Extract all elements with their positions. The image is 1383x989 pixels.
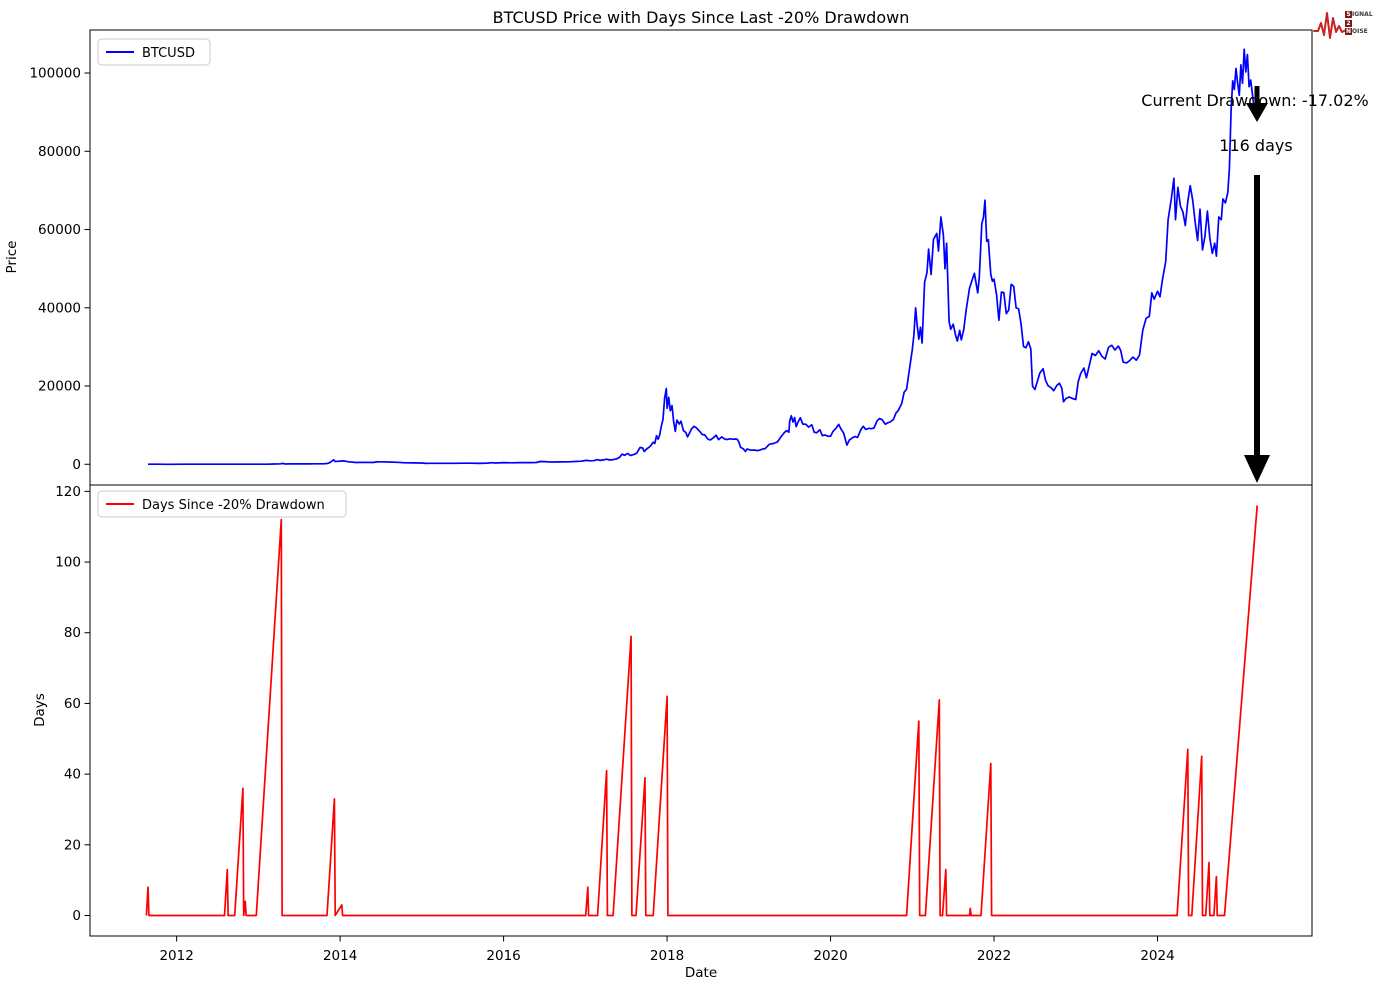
days-y-tick-label: 0 (72, 908, 81, 924)
price-line (148, 48, 1257, 466)
s2n-logo: S IGNAL 2 N OISE (1313, 3, 1379, 43)
x-tick-label: 2024 (1140, 948, 1174, 964)
top-legend-box (97, 38, 211, 66)
days-y-tick-label: 40 (64, 767, 81, 783)
days-y-tick-label: 120 (55, 484, 81, 500)
bottom-axes-spines (89, 484, 1313, 937)
chart-title: BTCUSD Price with Days Since Last -20% D… (493, 8, 910, 27)
top-legend-label: BTCUSD (142, 46, 195, 61)
small-arrow-shaft (1254, 86, 1260, 103)
bottom-legend-label: Days Since -20% Drawdown (142, 498, 325, 513)
long-arrow-shaft (1254, 175, 1260, 455)
top-axes-spines (89, 29, 1313, 486)
logo-text: S IGNAL 2 N OISE (1345, 11, 1373, 36)
bottom-legend: Days Since -20% Drawdown (97, 490, 347, 518)
logo-row-signal: S IGNAL (1345, 11, 1373, 19)
x-tick-label: 2012 (159, 948, 193, 964)
price-y-tick-label: 20000 (38, 379, 81, 395)
axes-layer: 0 20000 40000 60000 80000 100000 0 20 40 60 80 100 1… (29, 29, 1313, 964)
x-axis-label: Date (685, 965, 717, 981)
long-arrowhead-down-icon (1244, 455, 1270, 483)
logo-letter-s: S (1345, 11, 1352, 18)
logo-signal-rest: IGNAL (1352, 10, 1373, 18)
price-y-tick-label: 100000 (29, 66, 81, 82)
days-y-tick-label: 20 (64, 837, 81, 853)
price-y-tick-label: 60000 (38, 222, 81, 238)
x-tick-label: 2018 (650, 948, 684, 964)
price-y-tick-label: 80000 (38, 144, 81, 160)
logo-letter-n: N (1345, 28, 1352, 35)
waveform-icon (1313, 12, 1347, 39)
days-line (145, 505, 1259, 917)
logo-letter-2: 2 (1345, 19, 1352, 27)
x-tick-label: 2022 (977, 948, 1011, 964)
current-price-arrow (1246, 86, 1268, 122)
days-y-axis-label: Days (32, 693, 48, 727)
top-legend: BTCUSD (97, 38, 211, 66)
days-y-tick-label: 100 (55, 555, 81, 571)
x-tick-label: 2016 (486, 948, 520, 964)
current-drawdown-annotation: Current Drawdown: -17.02% (1141, 91, 1368, 110)
days-y-tick-label: 60 (64, 696, 81, 712)
price-y-tick-label: 0 (72, 457, 81, 473)
logo-row-2: 2 (1345, 19, 1373, 27)
logo-row-noise: N OISE (1345, 28, 1373, 36)
price-y-axis-label: Price (4, 241, 20, 274)
bottom-legend-box (97, 490, 347, 518)
days-span-arrow (1244, 175, 1270, 483)
x-tick-label: 2020 (813, 948, 847, 964)
price-y-tick-label: 40000 (38, 300, 81, 316)
small-arrowhead-down-icon (1246, 103, 1268, 122)
logo-noise-rest: OISE (1352, 27, 1368, 35)
x-tick-label: 2014 (323, 948, 357, 964)
days-annotation: 116 days (1219, 136, 1292, 155)
series-layer (145, 48, 1259, 917)
days-y-tick-label: 80 (64, 625, 81, 641)
